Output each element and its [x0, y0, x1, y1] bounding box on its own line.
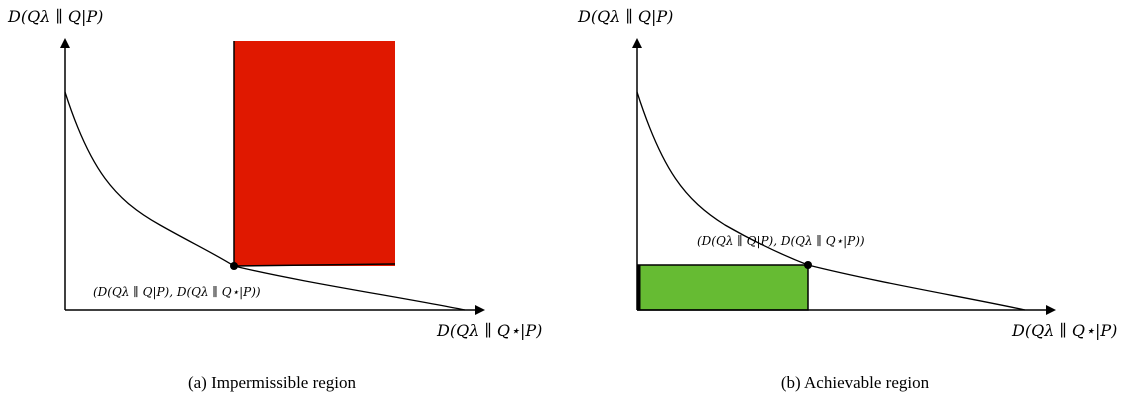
y-axis-label: D(Qλ ∥ Q|P) [577, 7, 673, 26]
point-label: (D(Qλ ∥ Q|P), D(Qλ ∥ Q⋆|P)) [93, 285, 261, 299]
tradeoff-curve [636, 91, 1026, 311]
caption-b: (b) Achievable region [781, 373, 930, 392]
tradeoff-curve [64, 91, 466, 311]
x-axis-label: D(Qλ ∥ Q⋆|P) [1011, 321, 1117, 340]
operating-point [230, 262, 238, 270]
panel-a: D(Qλ ∥ Q|P) D(Qλ ∥ Q⋆|P) (D(Qλ ∥ Q|P), D… [7, 7, 542, 392]
impermissible-region [234, 41, 395, 266]
point-label: (D(Qλ ∥ Q|P), D(Qλ ∥ Q⋆|P)) [697, 234, 865, 248]
operating-point [804, 261, 812, 269]
x-axis-label: D(Qλ ∥ Q⋆|P) [436, 321, 542, 340]
y-axis-label: D(Qλ ∥ Q|P) [7, 7, 103, 26]
panel-b: D(Qλ ∥ Q|P) D(Qλ ∥ Q⋆|P) (D(Qλ ∥ Q|P), D… [577, 7, 1117, 392]
region-bottom-edge [233, 263, 396, 267]
achievable-region [637, 264, 809, 311]
caption-a: (a) Impermissible region [188, 373, 357, 392]
